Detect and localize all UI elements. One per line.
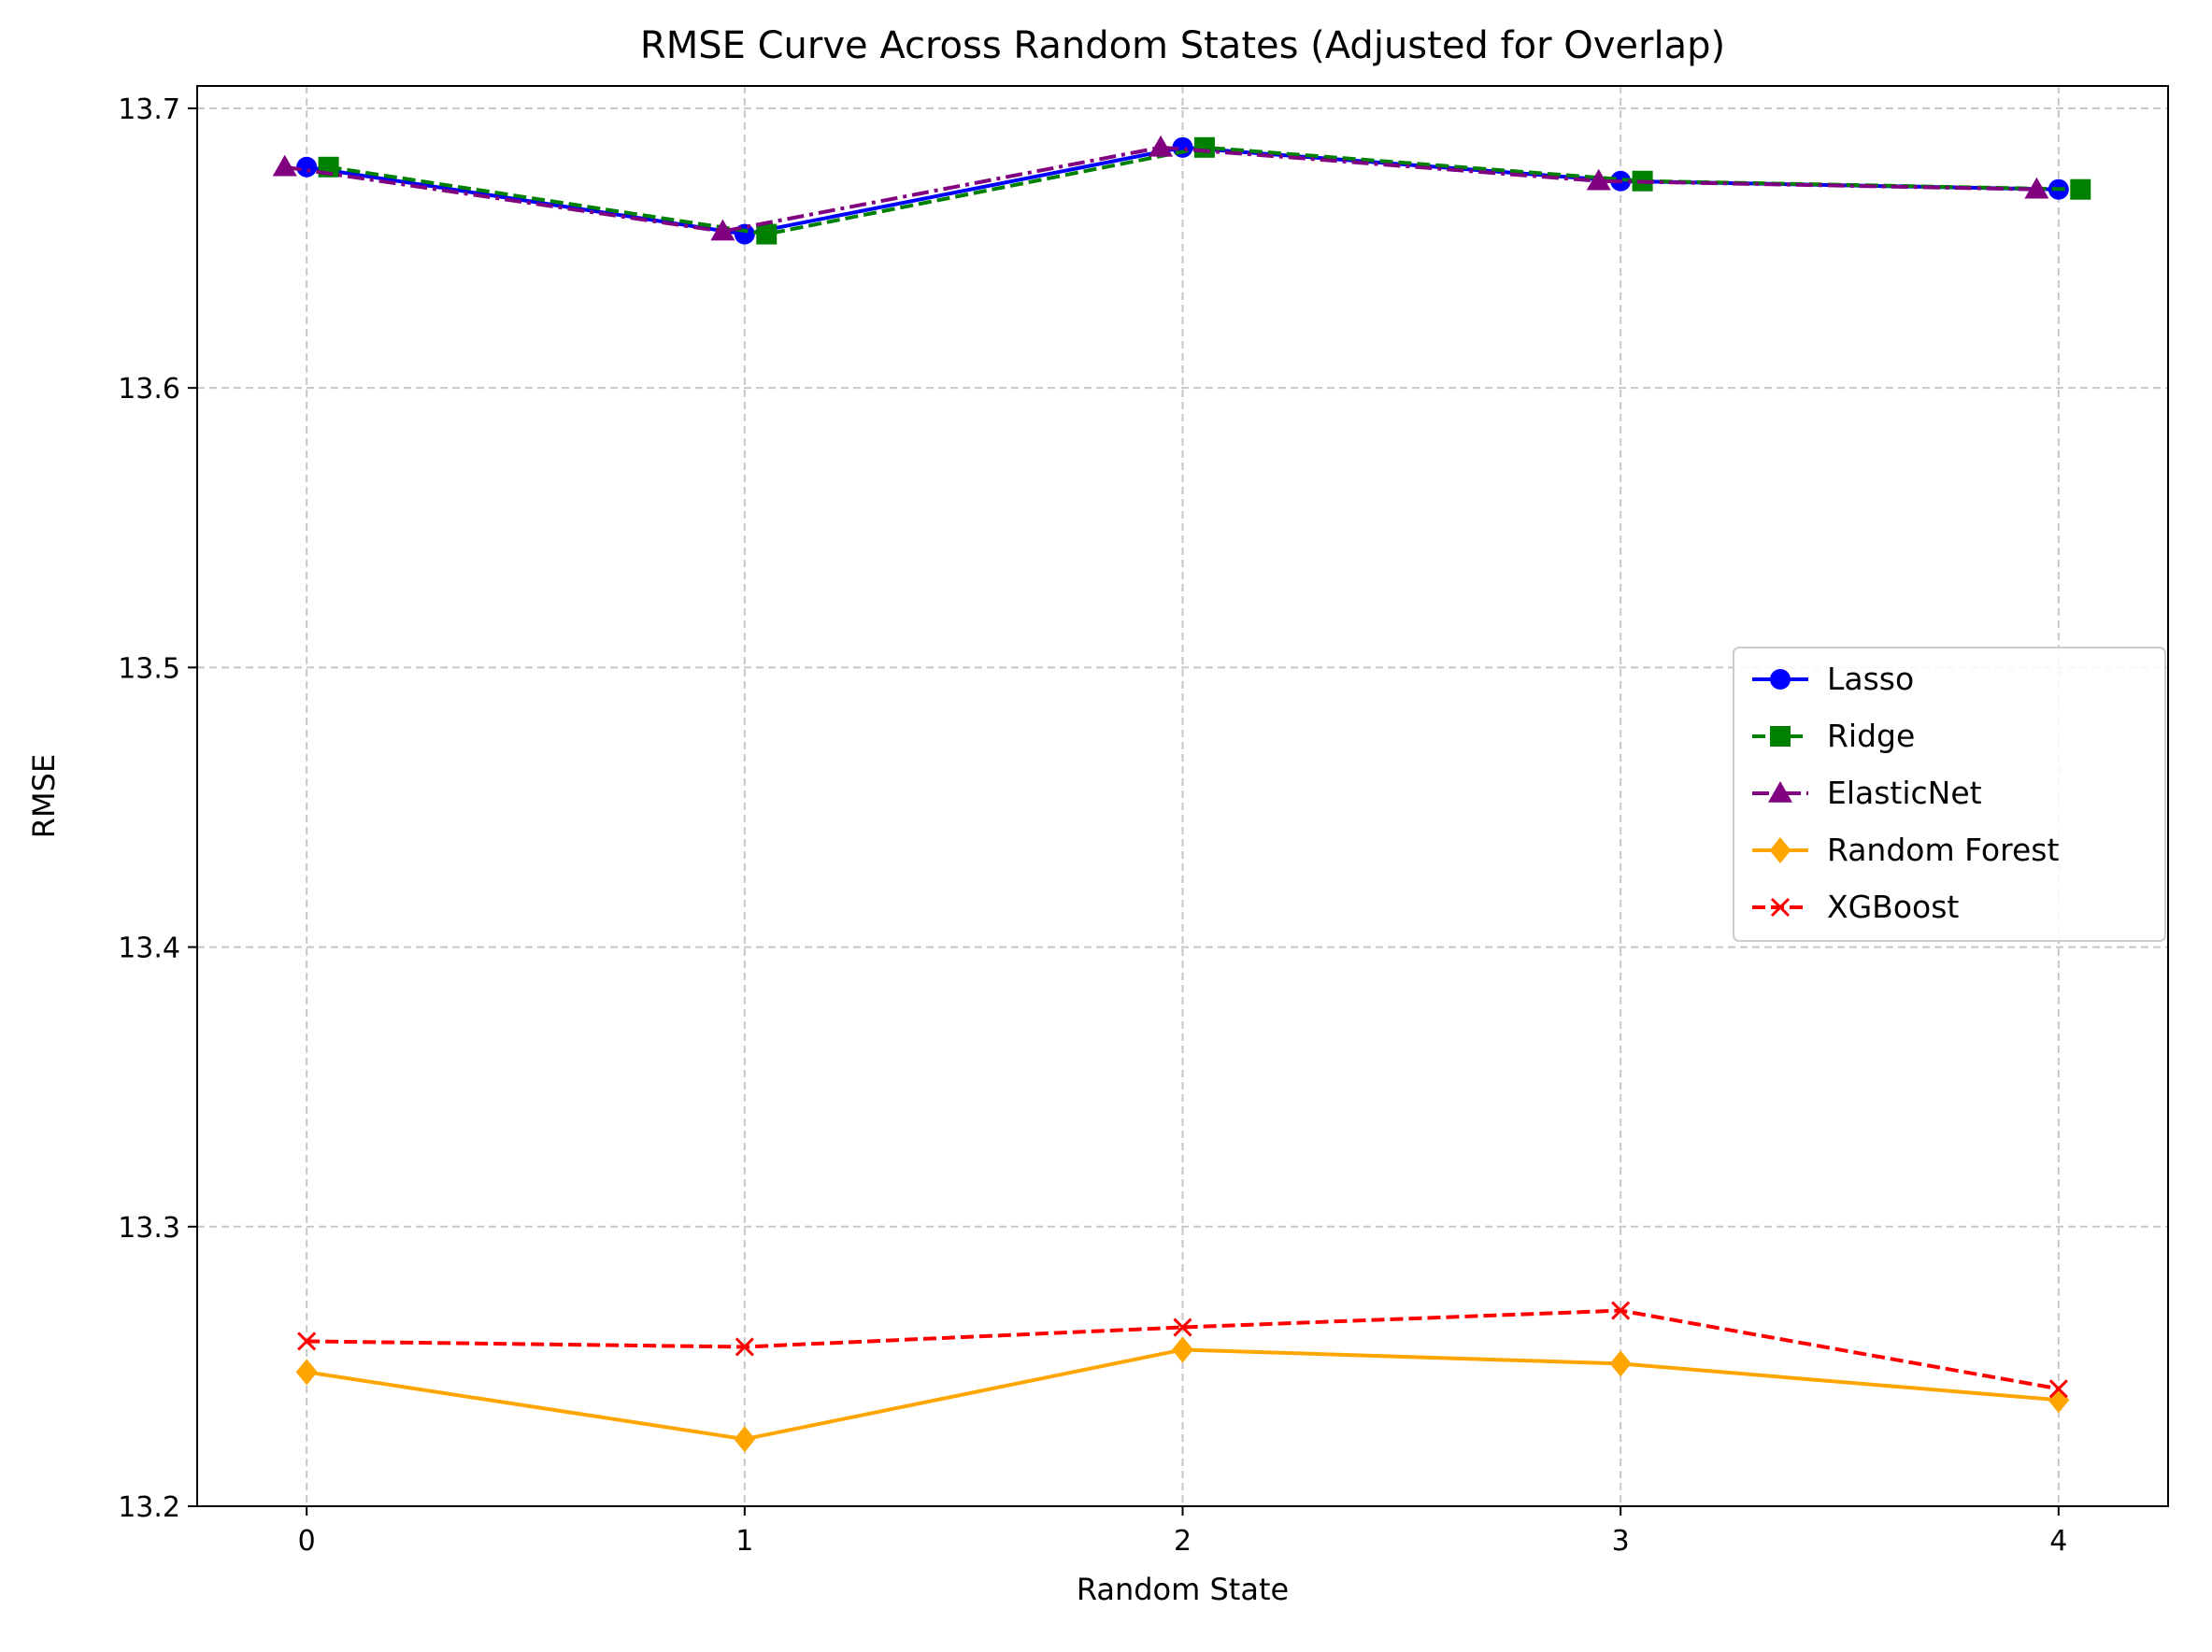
legend-label-xgboost: XGBoost xyxy=(1827,889,1959,925)
legend-item-ridge: Ridge xyxy=(1752,718,1915,754)
data-point-ridge xyxy=(1193,136,1215,158)
data-point-lasso xyxy=(296,156,318,178)
chart-title: RMSE Curve Across Random States (Adjuste… xyxy=(640,24,1725,67)
data-point-random-forest xyxy=(734,1426,756,1453)
data-point-elasticnet xyxy=(272,154,297,177)
series-elasticnet xyxy=(272,135,2049,241)
data-point-random-forest xyxy=(295,1359,318,1386)
legend-label-ridge: Ridge xyxy=(1827,718,1915,754)
x-marker-stroke xyxy=(1173,1317,1192,1337)
grid xyxy=(197,86,2168,1507)
data-point-elasticnet xyxy=(2024,177,2049,199)
x-marker-stroke xyxy=(1611,1301,1631,1320)
data-point-elasticnet xyxy=(1149,135,1174,157)
data-point-elasticnet xyxy=(710,219,735,241)
y-axis-label: RMSE xyxy=(26,754,62,838)
data-point-xgboost xyxy=(297,1332,317,1351)
legend-item-random-forest: Random Forest xyxy=(1752,832,2059,868)
legend-item-lasso: Lasso xyxy=(1752,661,1914,697)
y-tick-label: 13.2 xyxy=(118,1491,180,1524)
legend-marker-ridge xyxy=(1770,726,1791,747)
series-layer xyxy=(272,135,2091,1453)
data-point-random-forest xyxy=(1609,1350,1632,1377)
legend-box xyxy=(1733,647,2166,942)
data-point-xgboost xyxy=(2048,1379,2068,1399)
data-point-xgboost xyxy=(1173,1317,1192,1337)
x-tick-label: 3 xyxy=(1612,1525,1630,1558)
y-tick-label: 13.5 xyxy=(118,652,180,685)
y-tick-label: 13.7 xyxy=(118,93,180,126)
legend-marker-xgboost xyxy=(1770,897,1791,918)
legend-label-lasso: Lasso xyxy=(1827,661,1914,697)
series-xgboost xyxy=(297,1301,2068,1399)
legend-item-elasticnet: ElasticNet xyxy=(1752,775,1982,811)
x-tick-label: 4 xyxy=(2049,1525,2067,1558)
legend-marker-random-forest xyxy=(1769,837,1791,863)
legend-item-xgboost: XGBoost xyxy=(1752,889,1959,925)
y-tick-label: 13.3 xyxy=(118,1212,180,1245)
x-marker-stroke xyxy=(1770,897,1791,918)
legend-label-elasticnet: ElasticNet xyxy=(1827,775,1982,811)
data-point-xgboost xyxy=(735,1337,754,1357)
series-line-elasticnet xyxy=(284,145,2037,234)
y-axis-ticks: 13.2 13.3 13.4 13.5 13.6 13.7 xyxy=(118,93,197,1524)
data-point-random-forest xyxy=(1172,1336,1193,1363)
x-marker-stroke xyxy=(297,1332,317,1351)
y-tick-label: 13.4 xyxy=(118,933,180,965)
data-point-elasticnet xyxy=(1586,168,1611,191)
data-point-xgboost xyxy=(1611,1301,1631,1320)
legend-label-random-forest: Random Forest xyxy=(1827,832,2059,868)
x-axis-label: Random State xyxy=(1077,1572,1289,1607)
y-tick-label: 13.6 xyxy=(118,373,180,406)
x-marker-stroke xyxy=(735,1337,754,1357)
data-point-ridge xyxy=(2070,178,2091,200)
x-tick-label: 1 xyxy=(735,1525,753,1558)
legend-marker-elasticnet xyxy=(1768,781,1792,803)
x-tick-label: 0 xyxy=(298,1525,316,1558)
series-line-xgboost xyxy=(307,1308,2060,1391)
x-axis-ticks: 0 1 2 3 4 xyxy=(298,1506,2067,1558)
x-tick-label: 2 xyxy=(1174,1525,1192,1558)
legend: Lasso Ridge ElasticNet Random Forest XGBoost xyxy=(1733,647,2166,942)
data-point-ridge xyxy=(756,223,778,245)
x-marker-stroke xyxy=(2048,1379,2068,1399)
legend-marker-lasso xyxy=(1770,669,1791,690)
